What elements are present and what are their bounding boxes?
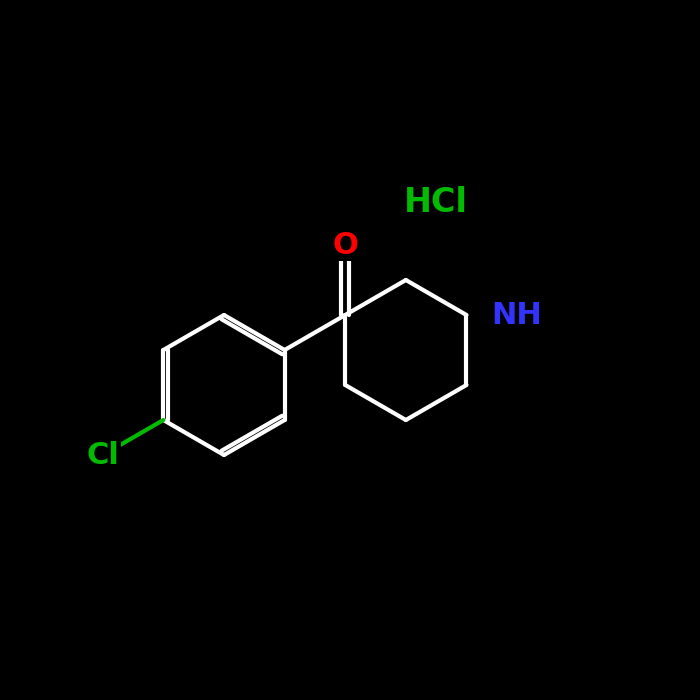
Text: NH: NH — [491, 300, 542, 330]
Text: O: O — [332, 230, 358, 260]
Text: HCl: HCl — [405, 186, 468, 220]
Text: Cl: Cl — [86, 440, 119, 470]
